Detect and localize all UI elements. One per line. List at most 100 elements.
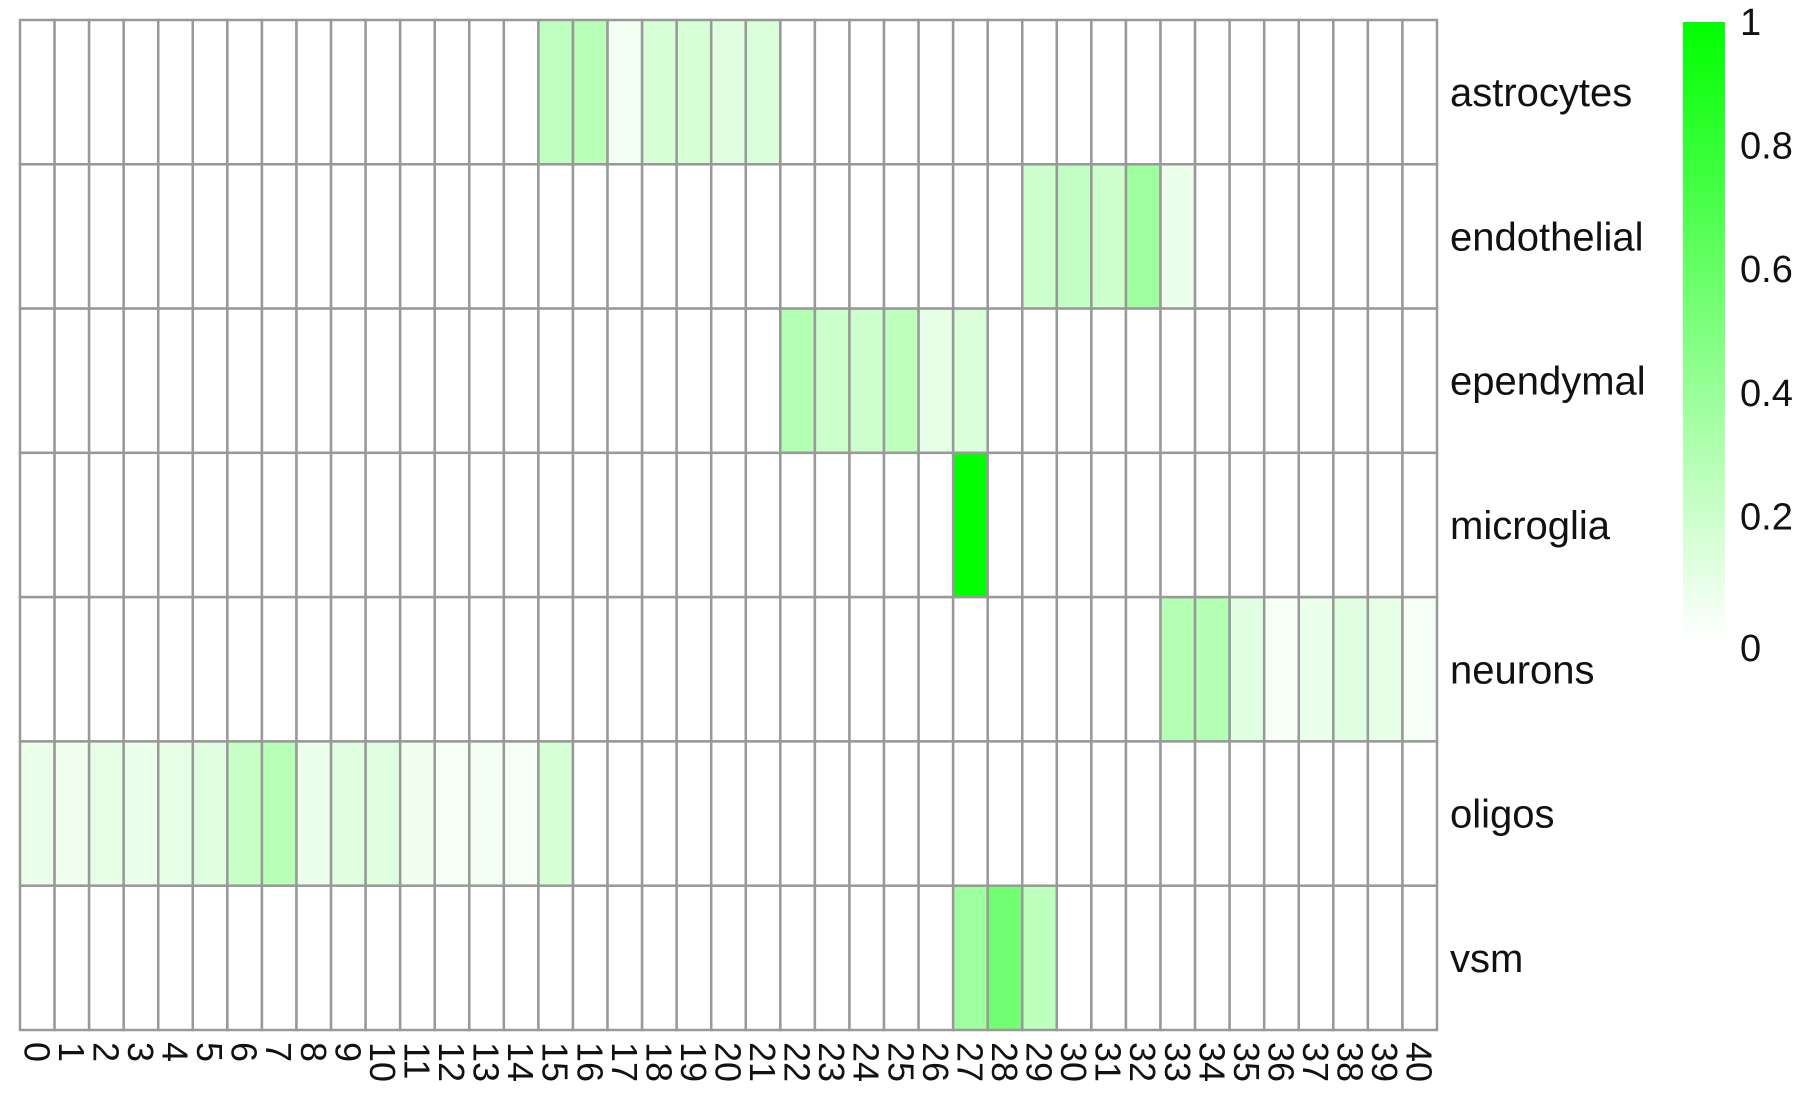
heatmap-cell-microglia-14	[502, 451, 540, 599]
heatmap-cell-microglia-33	[1159, 451, 1197, 599]
column-label-38: 38	[1330, 1042, 1371, 1082]
heatmap-cell-ependymal-36	[1262, 307, 1301, 455]
heatmap-cell-ependymal-28	[986, 307, 1024, 455]
heatmap-cell-neurons-29	[1021, 595, 1059, 743]
heatmap-cell-ependymal-30	[1055, 307, 1093, 455]
heatmap-cell-endothelial-17	[606, 163, 644, 310]
heatmap-cell-ependymal-8	[295, 307, 333, 455]
heatmap-cell-vsm-35	[1228, 884, 1266, 1032]
heatmap-cell-oligos-1	[53, 740, 91, 887]
heatmap-cell-endothelial-19	[675, 163, 713, 310]
heatmap-cell-oligos-32	[1124, 740, 1162, 887]
heatmap-cell-ependymal-32	[1124, 307, 1162, 455]
heatmap-cell-endothelial-6	[226, 163, 264, 310]
heatmap-cell-endothelial-32	[1124, 163, 1162, 310]
heatmap-cell-neurons-20	[709, 595, 748, 743]
heatmap-cell-microglia-40	[1401, 451, 1439, 599]
heatmap-cell-oligos-6	[226, 740, 264, 887]
heatmap-cell-neurons-26	[917, 595, 955, 743]
heatmap-cell-oligos-5	[191, 740, 229, 887]
heatmap-cell-ependymal-12	[433, 307, 471, 455]
column-label-9: 9	[327, 1042, 368, 1062]
heatmap-cell-ependymal-24	[848, 307, 886, 455]
heatmap-cell-astrocytes-17	[606, 18, 644, 166]
heatmap-cell-oligos-13	[468, 740, 506, 887]
heatmap-cell-astrocytes-26	[917, 18, 955, 166]
heatmap-cell-oligos-4	[156, 740, 195, 887]
heatmap-cell-vsm-36	[1262, 884, 1301, 1032]
heatmap-cell-vsm-40	[1401, 884, 1439, 1032]
column-label-3: 3	[120, 1042, 161, 1062]
heatmap-cell-microglia-0	[18, 451, 56, 599]
heatmap-cell-vsm-12	[433, 884, 471, 1032]
heatmap-cell-oligos-9	[329, 740, 367, 887]
row-label-endothelial: endothelial	[1450, 215, 1644, 259]
heatmap-cell-microglia-39	[1366, 451, 1404, 599]
column-label-16: 16	[569, 1042, 610, 1082]
heatmap-cell-vsm-7	[260, 884, 298, 1032]
heatmap-cell-astrocytes-18	[640, 18, 678, 166]
row-labels: astrocytes endothelial ependymal microglia n…	[1450, 71, 1646, 981]
heatmap-cell-oligos-16	[571, 740, 609, 887]
heatmap-cell-microglia-18	[640, 451, 678, 599]
heatmap-cell-astrocytes-37	[1297, 18, 1335, 166]
heatmap-cell-neurons-27	[951, 595, 989, 743]
heatmap-cell-microglia-2	[87, 451, 125, 599]
heatmap-cell-oligos-20	[709, 740, 748, 887]
heatmap-cell-neurons-40	[1401, 595, 1439, 743]
heatmap-cell-oligos-8	[295, 740, 333, 887]
heatmap-cell-ependymal-14	[502, 307, 540, 455]
heatmap-cell-endothelial-30	[1055, 163, 1093, 310]
heatmap-cell-astrocytes-28	[986, 18, 1024, 166]
heatmap-cell-vsm-34	[1193, 884, 1231, 1032]
heatmap-cell-astrocytes-35	[1228, 18, 1266, 166]
heatmap-cell-ependymal-20	[709, 307, 748, 455]
heatmap-cell-vsm-38	[1332, 884, 1370, 1032]
heatmap-cell-endothelial-11	[398, 163, 436, 310]
heatmap-cell-vsm-37	[1297, 884, 1335, 1032]
column-label-40: 40	[1399, 1042, 1440, 1082]
heatmap-cell-ependymal-15	[537, 307, 575, 455]
heatmap-cell-oligos-39	[1366, 740, 1404, 887]
heatmap-cell-astrocytes-20	[709, 18, 748, 166]
heatmap-cell-microglia-20	[709, 451, 748, 599]
heatmap-cell-endothelial-23	[813, 163, 851, 310]
heatmap-cell-neurons-24	[848, 595, 886, 743]
heatmap-cell-ependymal-26	[917, 307, 955, 455]
heatmap-cell-astrocytes-13	[468, 18, 506, 166]
heatmap-cell-neurons-38	[1332, 595, 1370, 743]
heatmap-cell-microglia-29	[1021, 451, 1059, 599]
heatmap-cell-oligos-37	[1297, 740, 1335, 887]
heatmap-cell-vsm-8	[295, 884, 333, 1032]
heatmap-cells	[18, 18, 1439, 1032]
heatmap-cell-vsm-19	[675, 884, 713, 1032]
heatmap-cell-ependymal-19	[675, 307, 713, 455]
heatmap-cell-astrocytes-25	[882, 18, 920, 166]
column-label-0: 0	[16, 1042, 57, 1062]
column-label-4: 4	[155, 1042, 196, 1062]
heatmap-cell-microglia-7	[260, 451, 298, 599]
heatmap-cell-oligos-38	[1332, 740, 1370, 887]
column-label-21: 21	[742, 1042, 783, 1082]
column-label-19: 19	[673, 1042, 714, 1082]
legend-tick-1: 1	[1740, 2, 1761, 44]
heatmap-cell-ependymal-33	[1159, 307, 1197, 455]
heatmap-cell-endothelial-26	[917, 163, 955, 310]
heatmap-cell-vsm-28	[986, 884, 1024, 1032]
heatmap-cell-microglia-19	[675, 451, 713, 599]
heatmap-cell-endothelial-28	[986, 163, 1024, 310]
heatmap-cell-neurons-19	[675, 595, 713, 743]
heatmap-cell-vsm-23	[813, 884, 851, 1032]
heatmap-cell-astrocytes-14	[502, 18, 540, 166]
heatmap-cell-endothelial-0	[18, 163, 56, 310]
heatmap-cell-oligos-7	[260, 740, 298, 887]
heatmap-cell-neurons-6	[226, 595, 264, 743]
column-label-2: 2	[85, 1042, 126, 1062]
heatmap-cell-endothelial-8	[295, 163, 333, 310]
heatmap-cell-endothelial-24	[848, 163, 886, 310]
heatmap-cell-microglia-4	[156, 451, 195, 599]
heatmap-cell-ependymal-3	[122, 307, 160, 455]
heatmap-cell-vsm-20	[709, 884, 748, 1032]
heatmap-cell-oligos-15	[537, 740, 575, 887]
